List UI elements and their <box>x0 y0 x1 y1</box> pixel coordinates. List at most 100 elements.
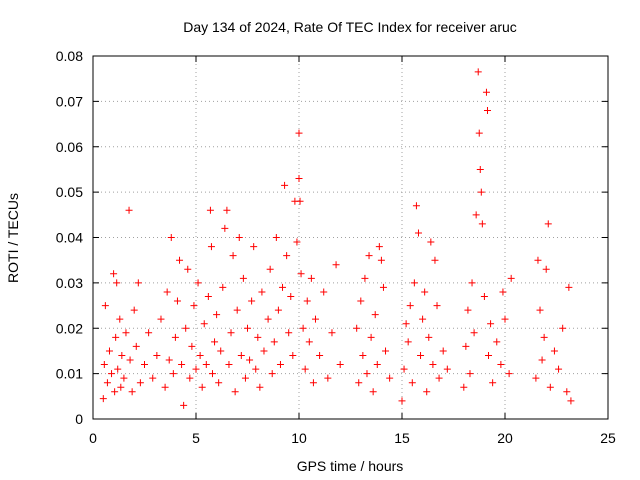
x-tick-label: 25 <box>600 430 616 446</box>
data-point <box>296 197 304 205</box>
data-point <box>186 374 194 382</box>
y-tick-label: 0 <box>75 411 83 427</box>
data-point <box>303 297 311 305</box>
data-point <box>546 383 554 391</box>
data-point <box>423 388 431 396</box>
data-point <box>227 329 235 337</box>
data-point <box>476 165 484 173</box>
data-point <box>219 283 227 291</box>
data-point <box>414 229 422 237</box>
data-point <box>194 279 202 287</box>
data-point <box>477 188 485 196</box>
x-tick-label: 20 <box>497 430 513 446</box>
x-tick-label: 0 <box>89 430 97 446</box>
data-point <box>489 379 497 387</box>
y-tick-label: 0.06 <box>56 139 83 155</box>
y-tick-label: 0.02 <box>56 320 83 336</box>
data-point <box>431 256 439 264</box>
data-point <box>293 238 301 246</box>
y-tick-label: 0.07 <box>56 93 83 109</box>
data-point <box>117 383 125 391</box>
data-point <box>233 306 241 314</box>
y-tick-label: 0.05 <box>56 184 83 200</box>
data-point <box>108 370 116 378</box>
data-point <box>112 333 120 341</box>
data-point <box>289 351 297 359</box>
data-point <box>264 315 272 323</box>
data-point <box>141 361 148 369</box>
data-point <box>272 234 280 241</box>
data-point <box>165 356 173 364</box>
data-point <box>355 379 363 387</box>
data-point <box>466 370 474 378</box>
data-point <box>235 234 243 241</box>
data-point <box>542 265 550 273</box>
data-point <box>198 383 206 391</box>
data-point <box>153 351 161 359</box>
data-point <box>134 279 142 287</box>
data-point <box>332 261 340 269</box>
data-point <box>443 365 451 373</box>
data-point <box>171 333 179 341</box>
data-point <box>180 401 188 409</box>
data-point <box>377 256 385 264</box>
data-point <box>274 306 282 314</box>
data-point <box>163 288 171 296</box>
data-point <box>474 68 482 76</box>
data-point <box>421 288 429 296</box>
data-point <box>105 347 113 355</box>
data-point <box>493 338 501 346</box>
data-point <box>157 315 165 323</box>
data-point <box>404 338 412 346</box>
data-point <box>279 283 287 291</box>
data-point <box>132 342 140 350</box>
data-point <box>565 283 573 291</box>
data-point <box>149 374 157 382</box>
data-point <box>182 324 190 332</box>
data-point <box>122 329 130 337</box>
data-point <box>145 329 153 337</box>
data-point <box>367 333 375 341</box>
y-tick-label: 0.01 <box>56 366 83 382</box>
data-point <box>266 265 274 273</box>
data-point <box>386 374 394 382</box>
data-points <box>99 68 575 409</box>
data-point <box>299 324 307 332</box>
data-point <box>357 297 365 305</box>
data-point <box>246 356 254 364</box>
data-point <box>116 315 124 323</box>
data-point <box>382 347 390 355</box>
data-point <box>412 202 420 210</box>
data-point <box>254 333 262 341</box>
data-point <box>536 306 544 314</box>
data-point <box>217 347 225 355</box>
data-point <box>126 356 134 364</box>
data-point <box>178 361 186 369</box>
data-point <box>202 361 210 369</box>
data-point <box>113 279 121 287</box>
y-tick-label: 0.04 <box>56 230 83 246</box>
data-point <box>538 356 546 364</box>
data-point <box>402 320 410 328</box>
data-point <box>128 388 136 396</box>
data-point <box>336 361 344 369</box>
data-point <box>239 274 247 282</box>
data-point <box>353 324 361 332</box>
data-point <box>136 379 144 387</box>
data-point <box>478 220 486 228</box>
data-point <box>276 361 284 369</box>
data-point <box>223 206 231 214</box>
data-point <box>188 342 196 350</box>
data-point <box>534 256 542 264</box>
data-point <box>472 211 480 219</box>
data-point <box>559 324 567 332</box>
data-point <box>373 361 381 369</box>
data-point <box>103 379 111 387</box>
x-axis-ticks: 0 5 10 15 20 25 <box>89 56 616 446</box>
data-point <box>417 351 425 359</box>
data-point <box>483 106 491 114</box>
data-point <box>287 292 295 300</box>
data-point <box>167 234 175 241</box>
y-axis-ticks: 0 0.01 0.02 0.03 0.04 0.05 0.06 0.07 0.08 <box>56 48 608 427</box>
data-point <box>176 256 184 264</box>
